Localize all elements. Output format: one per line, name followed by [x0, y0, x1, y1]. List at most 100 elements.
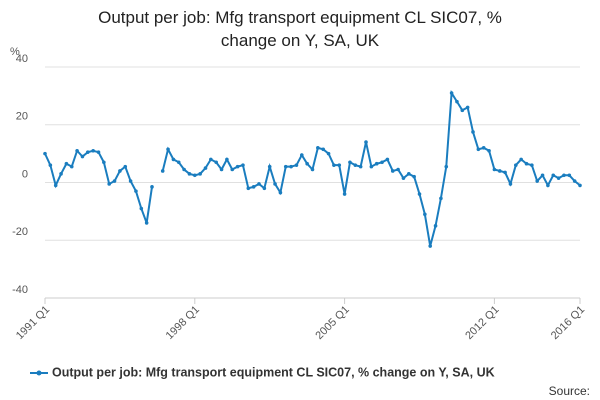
data-point	[102, 160, 106, 165]
data-point	[160, 169, 165, 173]
data-point	[449, 91, 454, 95]
data-point	[374, 161, 379, 166]
data-point	[316, 146, 320, 150]
data-point	[59, 172, 63, 176]
data-point	[358, 164, 363, 169]
data-point	[460, 108, 465, 113]
data-point	[492, 167, 497, 172]
data-point	[86, 150, 90, 154]
data-point	[433, 224, 438, 228]
data-point	[519, 157, 523, 162]
data-point	[166, 147, 170, 152]
data-point	[342, 192, 347, 196]
data-point	[171, 157, 176, 162]
data-point	[230, 167, 235, 172]
data-point	[91, 148, 95, 153]
data-point	[364, 140, 368, 144]
data-point	[75, 148, 79, 153]
data-point	[123, 164, 128, 169]
data-point	[289, 164, 293, 169]
y-tick-label: 40	[16, 53, 28, 65]
chart-title: Output per job: Mfg transport equipment …	[98, 8, 502, 50]
data-point	[305, 161, 309, 166]
data-point	[465, 105, 470, 110]
data-point	[283, 164, 288, 169]
y-axis-label: %	[10, 46, 20, 58]
data-point	[551, 173, 556, 178]
data-point	[310, 167, 315, 172]
y-tick-label: -20	[12, 226, 28, 238]
data-point	[348, 160, 352, 165]
data-point	[385, 157, 390, 162]
data-point	[412, 174, 416, 179]
data-point	[176, 160, 181, 165]
data-point	[455, 99, 459, 104]
data-point	[251, 185, 256, 189]
data-point	[241, 163, 245, 167]
data-point	[225, 157, 229, 162]
data-point	[417, 192, 422, 196]
data-point	[337, 163, 342, 167]
x-tick-label: 2005 Q1	[313, 304, 351, 342]
data-point	[508, 182, 513, 186]
data-point	[535, 179, 539, 183]
data-point	[390, 169, 395, 173]
data-point	[439, 196, 443, 201]
data-point	[118, 169, 122, 173]
series-line	[44, 148, 153, 224]
data-point	[487, 148, 491, 153]
data-point	[572, 179, 577, 183]
data-point	[193, 173, 197, 178]
data-point	[444, 164, 449, 169]
data-point	[546, 183, 550, 188]
data-point	[262, 186, 267, 191]
data-point	[556, 176, 561, 180]
data-point	[332, 163, 336, 167]
source: Source:	[549, 384, 590, 398]
data-point	[150, 185, 154, 189]
y-tick-label: -40	[12, 284, 28, 296]
x-tick-label: 2012 Q1	[463, 304, 501, 342]
data-point	[294, 163, 299, 167]
data-point	[144, 221, 149, 225]
x-tick-label: 1991 Q1	[14, 304, 52, 342]
data-point	[134, 189, 138, 193]
data-point	[369, 164, 374, 169]
data-point	[214, 160, 218, 165]
data-point	[471, 130, 475, 134]
data-point	[209, 157, 213, 162]
data-point	[428, 244, 433, 248]
data-point	[64, 161, 69, 166]
legend-label: Output per job: Mfg transport equipment …	[52, 365, 495, 379]
data-point	[540, 173, 545, 178]
data-point	[578, 183, 582, 188]
data-point	[43, 151, 47, 156]
data-point	[401, 176, 406, 180]
data-point	[396, 167, 400, 172]
data-point	[503, 170, 507, 175]
data-point	[481, 146, 486, 150]
data-point	[219, 167, 224, 172]
data-point	[48, 163, 53, 167]
data-point	[300, 153, 304, 157]
data-point	[198, 172, 202, 176]
data-point	[128, 179, 133, 183]
data-point	[497, 169, 502, 173]
y-tick-label: 0	[22, 168, 28, 180]
data-point	[257, 182, 261, 186]
data-point	[107, 182, 111, 186]
x-tick-label: 1998 Q1	[164, 304, 202, 342]
data-point	[321, 147, 326, 152]
x-tick-label: 2016 Q1	[549, 304, 587, 342]
data-point	[407, 172, 411, 176]
data-point	[96, 150, 101, 154]
data-point	[235, 164, 240, 169]
data-point	[273, 182, 277, 186]
data-point	[80, 154, 85, 159]
data-point	[514, 163, 518, 167]
legend-marker	[36, 370, 42, 376]
data-point	[53, 183, 58, 188]
data-point	[530, 163, 534, 167]
